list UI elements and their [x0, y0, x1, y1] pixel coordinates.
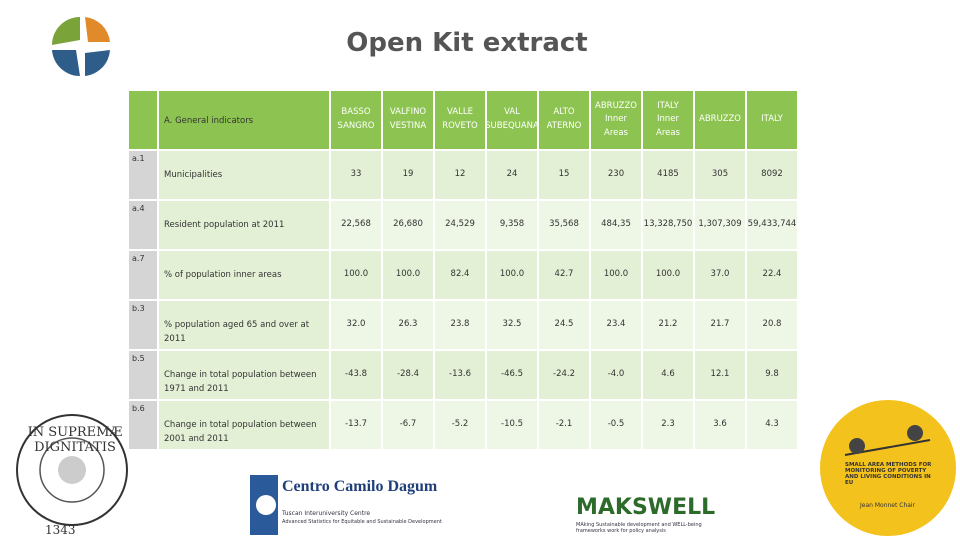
- data-cell: 100.0: [330, 250, 382, 300]
- sam-logo: [820, 400, 956, 536]
- data-cell: 37.0: [694, 250, 746, 300]
- data-cell: 24.5: [538, 300, 590, 350]
- data-cell: -28.4: [382, 350, 434, 400]
- data-cell: 42.7: [538, 250, 590, 300]
- data-cell: 100.0: [382, 250, 434, 300]
- data-cell: 2.3: [642, 400, 694, 450]
- data-cell: 19: [382, 150, 434, 200]
- data-cell: -0.5: [590, 400, 642, 450]
- data-cell: 12: [434, 150, 486, 200]
- row-code: b.5: [128, 350, 158, 400]
- data-cell: 35,568: [538, 200, 590, 250]
- row-label: % population aged 65 and over at 2011: [158, 300, 330, 350]
- slide-title: Open Kit extract: [346, 28, 588, 58]
- data-cell: 21.2: [642, 300, 694, 350]
- row-code: b.3: [128, 300, 158, 350]
- data-cell: 230: [590, 150, 642, 200]
- dagum-name: Centro Camilo Dagum: [282, 478, 438, 495]
- data-cell: -2.1: [538, 400, 590, 450]
- data-cell: -43.8: [330, 350, 382, 400]
- data-cell: -4.0: [590, 350, 642, 400]
- row-label: Municipalities: [158, 150, 330, 200]
- data-cell: 22,568: [330, 200, 382, 250]
- data-cell: 32.0: [330, 300, 382, 350]
- column-header: VALFINO VESTINA: [382, 90, 434, 150]
- header-corner: A. General indicators: [158, 90, 330, 150]
- data-cell: 13,328,750: [642, 200, 694, 250]
- data-cell: 12.1: [694, 350, 746, 400]
- column-header: ITALY Inner Areas: [642, 90, 694, 150]
- data-cell: 9.8: [746, 350, 798, 400]
- data-cell: 23.4: [590, 300, 642, 350]
- dagum-sub1: Tuscan Interuniversity Centre: [282, 510, 371, 517]
- university-seal: [16, 414, 128, 526]
- data-cell: 23.8: [434, 300, 486, 350]
- data-cell: 100.0: [590, 250, 642, 300]
- top-logo: [52, 17, 110, 77]
- seal-motto: IN SUPREMÆ DIGNITATIS: [27, 425, 123, 455]
- data-cell: -6.7: [382, 400, 434, 450]
- data-cell: -24.2: [538, 350, 590, 400]
- data-cell: -10.5: [486, 400, 538, 450]
- data-cell: 22.4: [746, 250, 798, 300]
- data-cell: 8092: [746, 150, 798, 200]
- data-cell: 59,433,744: [746, 200, 798, 250]
- data-cell: -13.7: [330, 400, 382, 450]
- data-cell: 4185: [642, 150, 694, 200]
- makswell-sub: MAking Sustainable development and WELL-…: [576, 522, 702, 534]
- data-cell: 3.6: [694, 400, 746, 450]
- row-label: Change in total population between 2001 …: [158, 400, 330, 450]
- data-cell: 15: [538, 150, 590, 200]
- column-header: ABRUZZO: [694, 90, 746, 150]
- data-cell: -13.6: [434, 350, 486, 400]
- data-cell: -46.5: [486, 350, 538, 400]
- data-cell: 1,307,309: [694, 200, 746, 250]
- row-code: a.1: [128, 150, 158, 200]
- column-header: VALLE ROVETO: [434, 90, 486, 150]
- column-header: VAL SUBEQUANA: [485, 90, 539, 150]
- data-cell: 305: [694, 150, 746, 200]
- sam-chair: Jean Monnet Chair: [860, 502, 916, 509]
- seal-year: 1343: [45, 523, 76, 537]
- data-cell: 4.3: [746, 400, 798, 450]
- makswell-name: MAKSWELL: [576, 495, 716, 520]
- data-cell: 26,680: [382, 200, 434, 250]
- row-code: a.7: [128, 250, 158, 300]
- row-label: Change in total population between 1971 …: [158, 350, 330, 400]
- data-cell: 21.7: [694, 300, 746, 350]
- column-header: ALTO ATERNO: [538, 90, 590, 150]
- data-cell: 9,358: [486, 200, 538, 250]
- header-code-cell: [128, 90, 158, 150]
- data-cell: 33: [330, 150, 382, 200]
- data-cell: 82.4: [434, 250, 486, 300]
- data-cell: 32.5: [486, 300, 538, 350]
- data-cell: 26.3: [382, 300, 434, 350]
- sam-text: SMALL AREA METHODS FOR MONITORING OF POV…: [845, 462, 932, 486]
- data-cell: 100.0: [486, 250, 538, 300]
- column-header: BASSO SANGRO: [330, 90, 382, 150]
- column-header: ITALY: [746, 90, 798, 150]
- column-header: ABRUZZO Inner Areas: [590, 90, 642, 150]
- row-code: b.6: [128, 400, 158, 450]
- data-cell: 20.8: [746, 300, 798, 350]
- data-cell: -5.2: [434, 400, 486, 450]
- dagum-logo: [250, 475, 278, 535]
- dagum-sub2: Advanced Statistics for Equitable and Su…: [282, 519, 442, 525]
- row-code: a.4: [128, 200, 158, 250]
- data-cell: 24: [486, 150, 538, 200]
- data-cell: 4.6: [642, 350, 694, 400]
- data-cell: 100.0: [642, 250, 694, 300]
- data-cell: 484,35: [590, 200, 642, 250]
- data-cell: 24,529: [434, 200, 486, 250]
- row-label: % of population inner areas: [158, 250, 330, 300]
- row-label: Resident population at 2011: [158, 200, 330, 250]
